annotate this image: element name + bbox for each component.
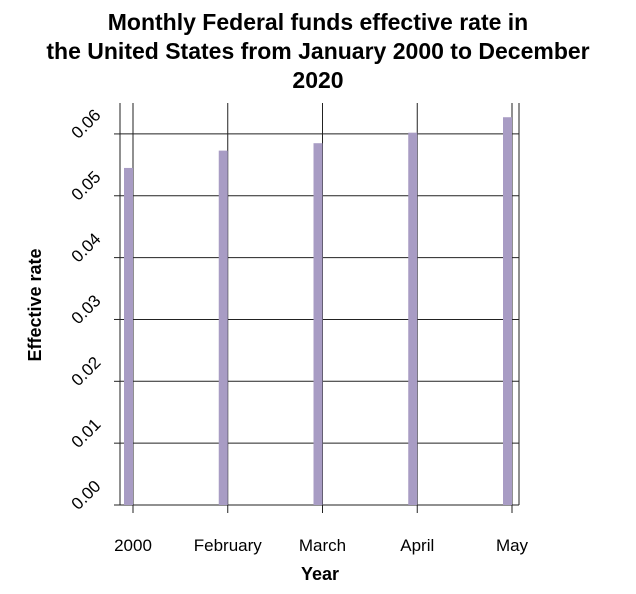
x-tick-label: May [496,536,529,555]
y-tick-label: 0.03 [68,291,105,328]
y-tick-labels: 0.00 0.01 0.02 0.03 0.04 0.05 0.06 [68,106,105,514]
x-tick-label: March [299,536,346,555]
bar-may [503,117,512,506]
y-tick-label: 0.06 [68,106,105,143]
title-line-1: Monthly Federal funds effective rate in [108,9,528,35]
title-line-2: the United States from January 2000 to D… [46,38,589,64]
x-tick-labels: 2000 February March April May [114,536,528,555]
x-tick-label: 2000 [114,536,152,555]
bars [124,117,512,506]
bar-2000 [124,167,133,505]
chart-title: Monthly Federal funds effective rate in … [46,9,589,93]
bar-march [313,143,323,505]
y-tick-label: 0.02 [68,353,105,390]
bar-april [408,132,418,505]
title-line-3: 2020 [292,67,343,93]
x-tick-label: April [400,536,434,555]
x-tick-label: February [194,536,263,555]
bar-february [218,150,228,506]
y-tick-label: 0.01 [68,415,105,452]
y-tick-label: 0.04 [68,229,105,266]
y-tick-label: 0.05 [68,167,105,204]
y-tick-label: 0.00 [68,477,105,514]
y-axis-title: Effective rate [25,248,45,361]
x-axis-title: Year [301,564,339,584]
